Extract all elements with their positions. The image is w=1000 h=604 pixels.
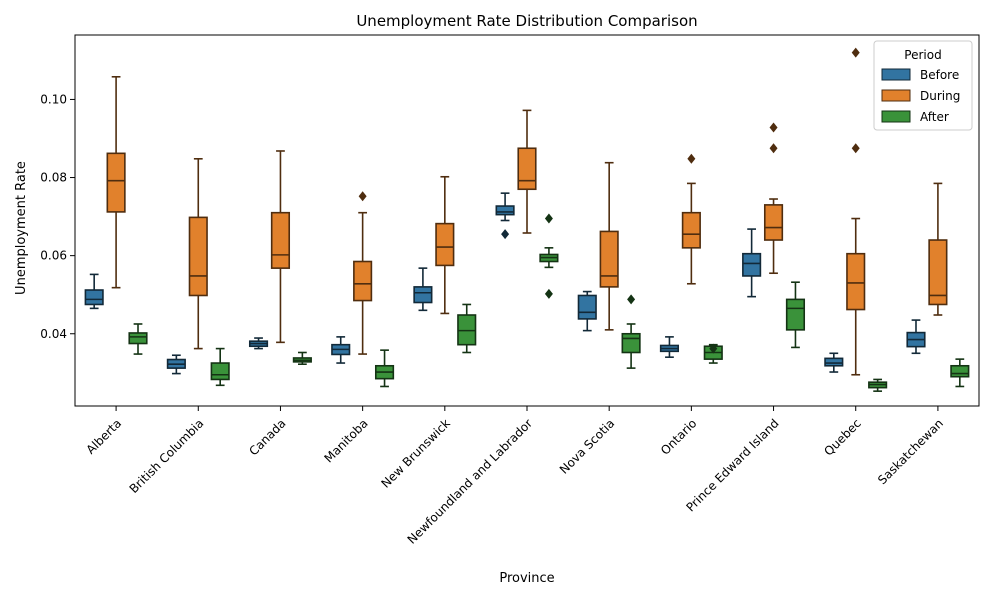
box-iqr — [495, 205, 515, 216]
box-iqr — [210, 362, 230, 381]
box-iqr — [270, 211, 291, 269]
box-during-8 — [763, 122, 784, 275]
legend-swatch-after — [881, 110, 911, 123]
box-iqr — [824, 357, 844, 367]
box-after-6 — [621, 294, 641, 369]
outlier-point — [544, 213, 553, 224]
box-iqr — [188, 216, 208, 297]
box-iqr — [846, 252, 866, 311]
outlier-point — [851, 47, 860, 58]
y-axis: 0.04 0.06 0.08 0.10 — [40, 92, 75, 341]
box-during-2 — [270, 150, 291, 344]
x-tick-label: New Brunswick — [378, 416, 453, 491]
box-iqr — [84, 289, 104, 306]
x-axis: Alberta British Columbia Canada Manitoba New… — [84, 406, 946, 547]
box-iqr — [742, 252, 762, 277]
box-iqr — [785, 298, 806, 331]
box-before-9 — [824, 352, 844, 373]
box-iqr — [353, 260, 373, 302]
box-before-6 — [577, 290, 597, 332]
legend-swatch-before — [881, 68, 911, 81]
box-iqr — [128, 332, 148, 345]
box-before-10 — [906, 319, 926, 355]
box-iqr — [621, 332, 641, 354]
legend-swatch-during — [881, 89, 911, 102]
box-before-8 — [742, 228, 762, 298]
y-tick-label: 0.04 — [40, 327, 67, 341]
box-iqr — [928, 239, 948, 306]
box-during-4 — [435, 175, 455, 315]
plot-frame — [74, 34, 980, 407]
x-tick-label: Prince Edward Island — [683, 416, 781, 514]
chart-title: Unemployment Rate Distribution Compariso… — [356, 12, 697, 30]
box-before-7 — [659, 336, 680, 358]
outlier-point — [687, 153, 696, 164]
x-tick-label: Canada — [246, 416, 288, 458]
x-tick-label: Saskatchewan — [875, 416, 946, 487]
box-during-1 — [188, 157, 208, 350]
outlier-point — [544, 288, 553, 299]
box-iqr — [106, 152, 126, 213]
box-before-5 — [495, 192, 515, 240]
x-tick-label: Quebec — [821, 416, 863, 458]
box-during-7 — [681, 153, 701, 285]
box-during-10 — [928, 182, 948, 316]
box-after-0 — [128, 323, 148, 355]
box-after-8 — [785, 281, 806, 349]
box-before-0 — [84, 273, 104, 310]
x-tick-label: British Columbia — [127, 416, 207, 496]
box-during-0 — [106, 75, 126, 289]
x-axis-label: Province — [499, 571, 554, 586]
box-iqr — [517, 147, 537, 191]
legend-label-during: During — [920, 89, 960, 103]
legend-box — [873, 40, 973, 131]
outlier-point — [358, 191, 367, 202]
y-tick-label: 0.10 — [40, 92, 67, 106]
box-during-5 — [517, 109, 537, 234]
y-tick-label: 0.08 — [40, 171, 67, 185]
y-tick-label: 0.06 — [40, 249, 67, 263]
legend: Period Before During After — [873, 40, 973, 131]
x-tick-label: Nova Scotia — [557, 416, 617, 476]
outlier-point — [501, 229, 510, 240]
box-plots — [84, 47, 970, 392]
box-during-9 — [846, 47, 866, 376]
box-iqr — [681, 211, 701, 249]
outlier-point — [769, 143, 778, 154]
box-after-3 — [374, 349, 395, 388]
x-tick-label: Alberta — [84, 416, 125, 457]
outlier-point — [709, 343, 718, 354]
box-after-2 — [292, 351, 312, 366]
box-after-1 — [210, 347, 230, 387]
box-after-9 — [868, 378, 888, 392]
y-axis-label: Unemployment Rate — [14, 161, 29, 295]
box-before-1 — [166, 354, 186, 375]
box-after-7 — [703, 343, 723, 364]
legend-label-after: After — [920, 110, 949, 124]
box-iqr — [413, 286, 433, 304]
outlier-point — [627, 294, 636, 305]
box-iqr — [435, 222, 455, 267]
box-during-6 — [599, 161, 619, 331]
legend-title: Period — [904, 48, 941, 62]
box-after-10 — [950, 358, 970, 388]
box-before-3 — [331, 336, 351, 364]
box-before-4 — [413, 267, 433, 312]
box-iqr — [577, 294, 597, 320]
box-after-4 — [457, 303, 477, 354]
outlier-point — [851, 143, 860, 154]
x-tick-label: Manitoba — [321, 416, 370, 465]
box-iqr — [763, 204, 784, 241]
box-before-2 — [248, 337, 269, 350]
x-tick-label: Ontario — [658, 416, 700, 458]
box-during-3 — [353, 191, 373, 355]
box-iqr — [950, 364, 970, 378]
box-iqr — [599, 230, 619, 288]
outlier-point — [769, 122, 778, 133]
box-after-5 — [539, 213, 559, 299]
legend-label-before: Before — [920, 68, 959, 82]
